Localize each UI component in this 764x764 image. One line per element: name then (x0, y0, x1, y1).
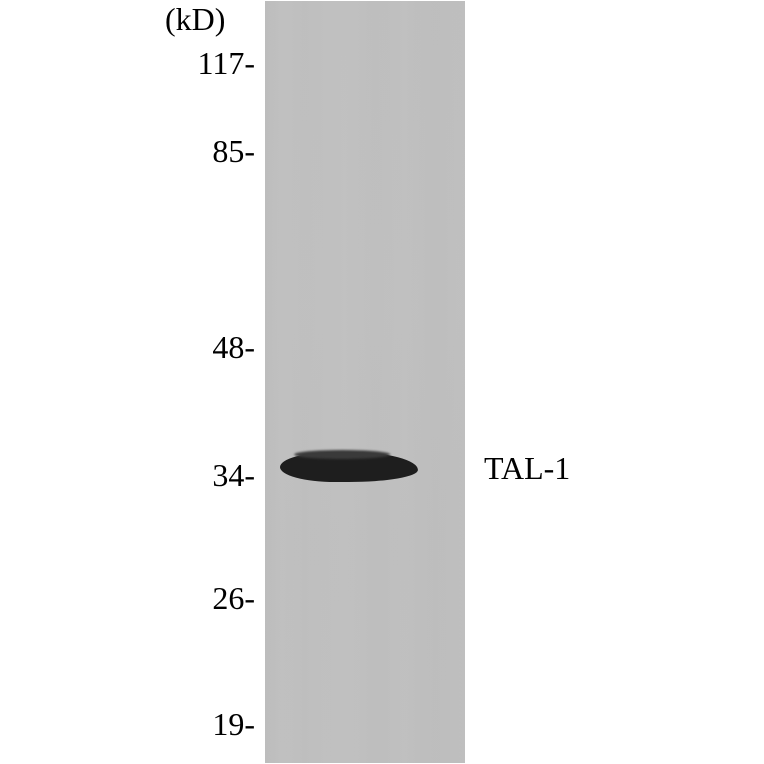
marker-34: 34- (175, 457, 255, 494)
axis-title-kd: (kD) (165, 1, 225, 38)
marker-48: 48- (175, 329, 255, 366)
blot-container: (kD) 117- 85- 48- 34- 26- 19- TAL-1 (0, 0, 764, 764)
marker-85: 85- (175, 133, 255, 170)
marker-19: 19- (175, 706, 255, 743)
band-tal1 (280, 452, 419, 482)
blot-lane (265, 1, 465, 763)
marker-26: 26- (175, 580, 255, 617)
marker-117: 117- (175, 45, 255, 82)
band-label-tal1: TAL-1 (484, 450, 570, 487)
